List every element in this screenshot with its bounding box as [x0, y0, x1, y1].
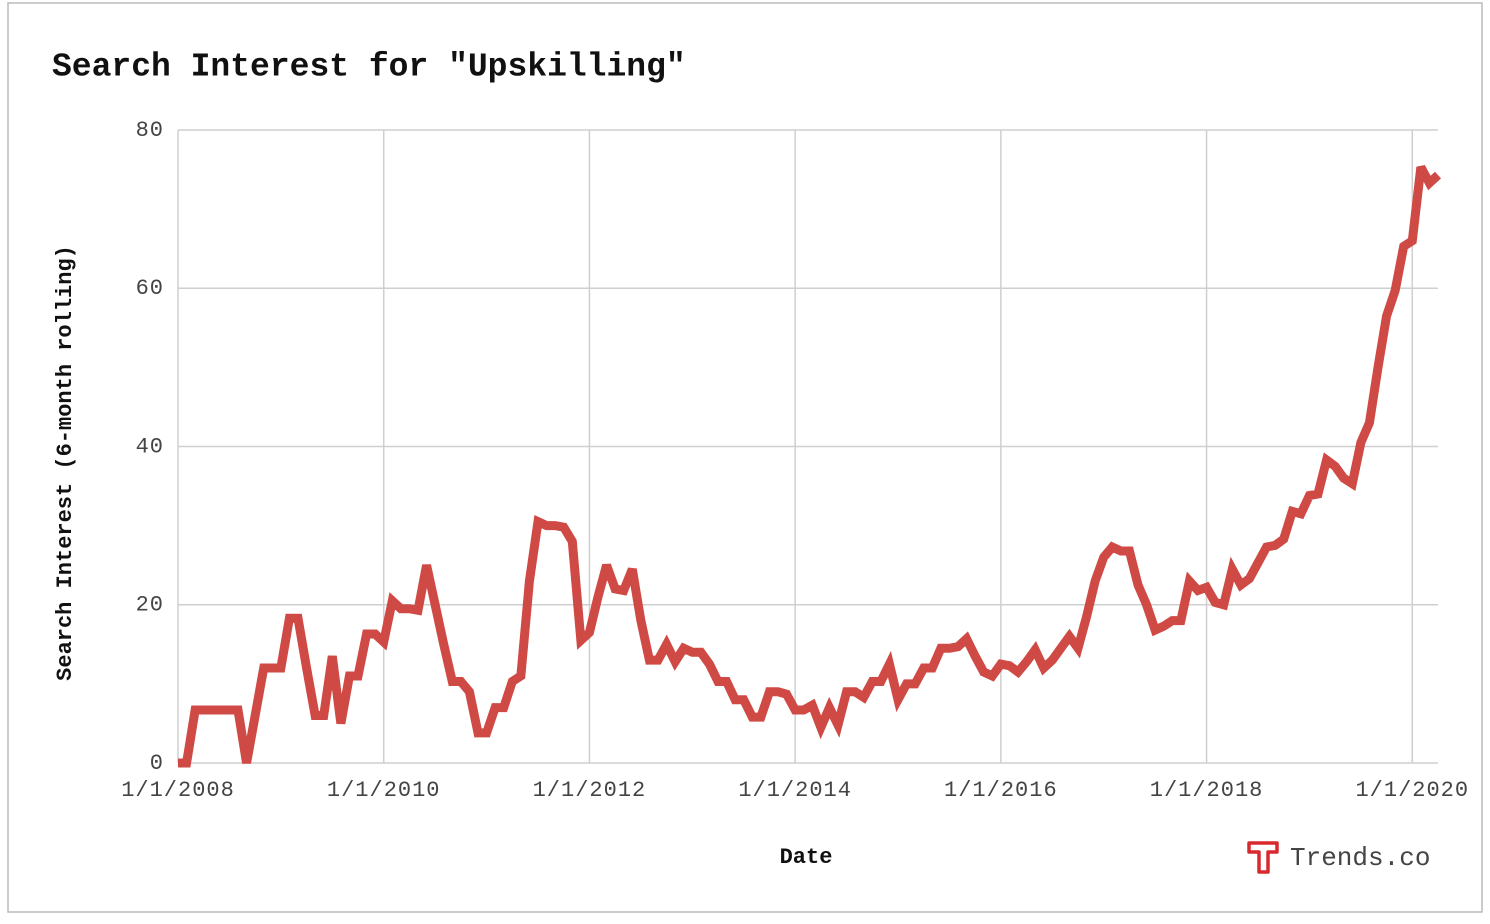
plot-area: 0 20 40 60 80 1/1/2008 1/1/2010 1/1/2012 1/1/201…: [121, 118, 1469, 803]
chart-frame: [7, 2, 1483, 913]
logo-text: Trends.co: [1290, 843, 1430, 873]
y-tick-label: 0: [150, 751, 164, 776]
y-tick-label: 40: [136, 434, 164, 459]
data-line: [178, 165, 1442, 768]
y-tick-label: 80: [136, 118, 164, 143]
x-axis-label: Date: [780, 845, 833, 870]
x-tick-label: 1/1/2008: [121, 778, 235, 803]
logo-icon: [1247, 841, 1279, 874]
x-tick-label: 1/1/2010: [327, 778, 441, 803]
y-axis-label: Search Interest (6-month rolling): [53, 245, 78, 681]
x-tick-label: 1/1/2020: [1355, 778, 1469, 803]
x-tick-label: 1/1/2016: [944, 778, 1058, 803]
logo: Trends.co: [1247, 841, 1430, 874]
x-tick-label: 1/1/2018: [1150, 778, 1264, 803]
y-tick-label: 20: [136, 593, 164, 618]
y-tick-label: 60: [136, 276, 164, 301]
x-tick-label: 1/1/2012: [533, 778, 647, 803]
x-tick-label: 1/1/2014: [738, 778, 852, 803]
chart-title: Search Interest for "Upskilling": [52, 49, 686, 86]
